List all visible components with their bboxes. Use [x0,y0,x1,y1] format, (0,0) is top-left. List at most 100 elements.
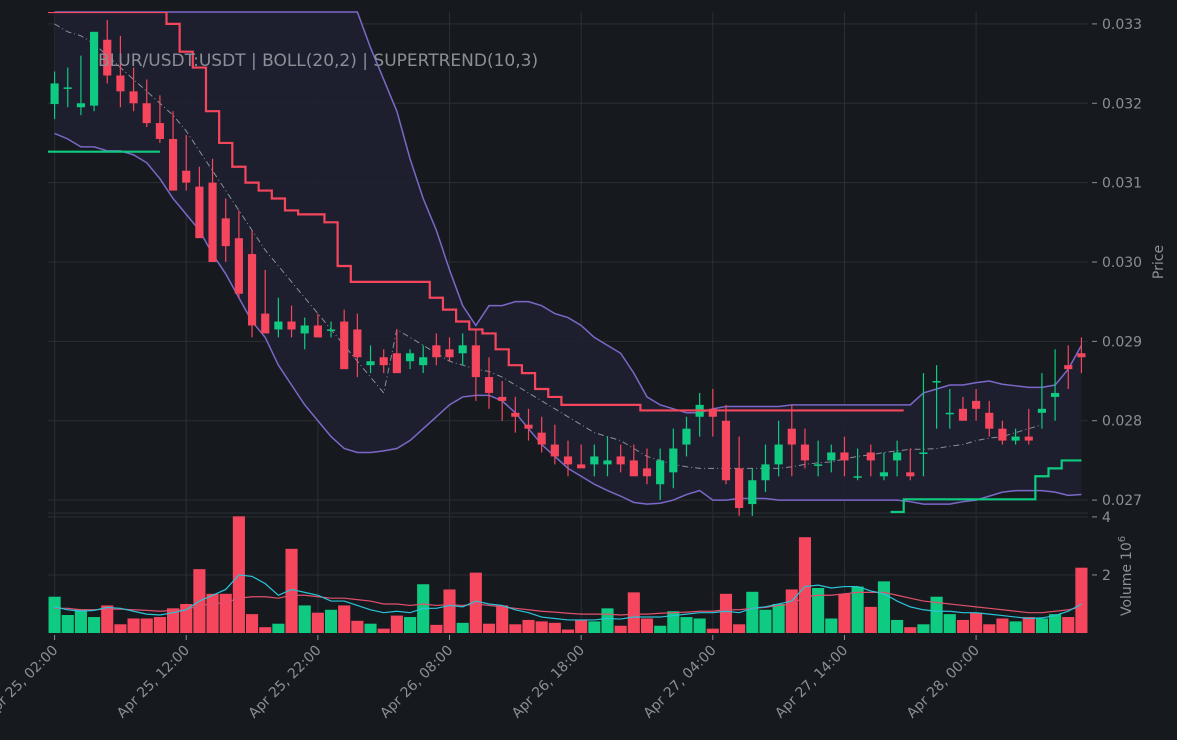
price-tick-label: 0.031 [1102,176,1142,192]
candle-body [669,448,678,473]
candle-body [445,349,454,358]
candle-body [221,218,230,247]
volume-bar [430,624,443,633]
price-axis-label: Price [1151,245,1167,279]
volume-bar [298,605,311,633]
candle-body [511,412,520,417]
volume-bar [917,624,930,633]
volume-bar [482,623,496,633]
candle-body [168,138,178,191]
volume-bar [733,624,746,633]
volume-bar [167,608,180,633]
candle-body [392,353,401,374]
candle-body [340,321,349,370]
candle-body [89,31,99,106]
volume-bar [74,609,87,633]
candle-body [577,464,586,469]
volume-bar [496,605,509,633]
candle-body [879,472,889,477]
volume-bar [1035,618,1048,633]
candle-body [590,456,599,465]
candle-body [761,464,770,481]
candle-body [432,345,441,358]
candle-body [866,452,875,461]
volume-bar [456,622,469,633]
volume-bar [311,612,324,633]
volume-bar [469,572,482,633]
time-tick-label: Apr 26, 08:00 [377,643,456,722]
volume-bar [219,593,232,633]
volume-bar [877,581,891,633]
candle-body [524,424,533,429]
candle-body [735,468,744,509]
volume-bar [825,618,838,633]
supertrend-layer [48,12,1082,514]
volume-scale-exponent: 6 [1117,536,1128,542]
candle-body [642,468,652,477]
candle-body [300,325,309,334]
candle-body [326,329,336,331]
volume-bar [245,614,259,633]
volume-bar [983,624,996,633]
volume-ma-slow-line [54,591,1082,616]
candle-body [129,91,138,104]
volume-bar [509,624,522,633]
bollinger-upper-line [54,11,1083,414]
volume-axis-label: Volume [1119,564,1135,616]
candle-body [50,83,59,105]
volume-bar [48,596,61,633]
volume-bar [351,620,364,633]
candle-body [603,460,612,465]
volume-bar [1062,617,1075,633]
candle-body [234,238,243,294]
candle-body [274,321,283,330]
price-tick-label: 0.030 [1102,255,1142,271]
volume-bar [575,619,588,633]
time-tick-label: Apr 26, 18:00 [509,643,588,722]
volume-bar [285,548,298,633]
volume-bar [61,615,74,633]
time-tick-label: Apr 28, 00:00 [904,643,983,722]
candle-body [840,452,849,461]
candle-body [1064,365,1073,370]
candle-body [814,464,823,466]
candle-body [893,452,902,461]
volume-bar [772,603,785,633]
candle-body [1051,392,1060,397]
volume-bar [601,608,614,633]
volume-bar [627,592,640,633]
candle-body [616,456,625,465]
volume-bar [654,625,667,633]
candle-body [63,87,72,89]
candle-body [155,123,164,139]
candle-body [748,480,757,505]
candle-body [800,444,810,461]
candle-body [313,325,322,338]
candle-body [1024,436,1033,441]
candle-body [247,254,257,326]
volume-bar [535,621,548,633]
volume-tick-label: 2 [1102,568,1111,584]
candle-body [563,456,573,465]
volume-bar [338,605,351,633]
price-tick-label: 0.027 [1102,493,1142,509]
volume-bar [693,618,706,633]
volume-bar [706,628,719,633]
volume-bar [88,617,101,633]
candle-body [103,39,112,76]
time-tick-label: Apr 27, 14:00 [772,643,851,722]
candle-body [458,345,467,354]
candle-body [1011,436,1020,441]
volume-bar [153,617,166,633]
volume-bar [140,618,153,633]
candle-body [261,313,270,334]
candle-body [985,412,994,429]
candle-layer [50,19,1086,516]
time-tick-label: Apr 25, 02:00 [0,643,61,722]
candle-body [827,452,836,461]
volume-bar [180,603,193,633]
volume-bar [838,593,851,633]
candle-body [945,412,954,415]
price-tick-label: 0.032 [1102,96,1142,112]
